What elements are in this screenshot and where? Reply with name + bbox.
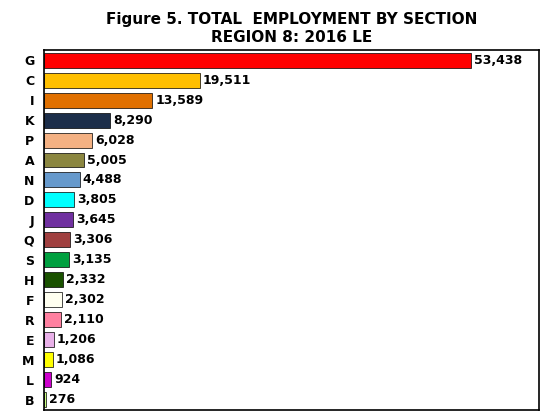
Text: 2,110: 2,110: [64, 313, 103, 326]
Title: Figure 5. TOTAL  EMPLOYMENT BY SECTION
REGION 8: 2016 LE: Figure 5. TOTAL EMPLOYMENT BY SECTION RE…: [106, 13, 477, 45]
Bar: [44, 53, 471, 68]
Bar: [44, 312, 61, 327]
Bar: [44, 232, 70, 247]
Bar: [44, 392, 46, 407]
Bar: [44, 332, 54, 347]
Text: 3,135: 3,135: [72, 253, 112, 266]
Bar: [44, 273, 63, 287]
Bar: [44, 252, 69, 268]
Bar: [44, 292, 62, 307]
Text: 1,206: 1,206: [57, 333, 96, 346]
Text: 3,645: 3,645: [76, 214, 116, 227]
Text: 1,086: 1,086: [56, 353, 95, 366]
Text: 8,290: 8,290: [113, 114, 153, 127]
Bar: [44, 352, 53, 367]
Text: 5,005: 5,005: [87, 153, 126, 166]
Bar: [44, 73, 200, 88]
Text: 6,028: 6,028: [95, 133, 135, 147]
Bar: [44, 112, 110, 127]
Bar: [44, 93, 152, 107]
Text: 4,488: 4,488: [83, 173, 122, 186]
Bar: [44, 153, 84, 168]
Text: 2,332: 2,332: [65, 273, 105, 286]
Text: 3,306: 3,306: [73, 233, 113, 246]
Bar: [44, 212, 73, 227]
Text: 3,805: 3,805: [78, 194, 117, 206]
Text: 19,511: 19,511: [203, 74, 251, 87]
Text: 924: 924: [54, 373, 80, 386]
Bar: [44, 192, 74, 207]
Bar: [44, 372, 51, 387]
Bar: [44, 173, 80, 187]
Text: 13,589: 13,589: [156, 94, 204, 107]
Text: 2,302: 2,302: [65, 293, 105, 306]
Bar: [44, 133, 92, 148]
Text: 276: 276: [49, 393, 75, 406]
Text: 53,438: 53,438: [474, 54, 522, 66]
